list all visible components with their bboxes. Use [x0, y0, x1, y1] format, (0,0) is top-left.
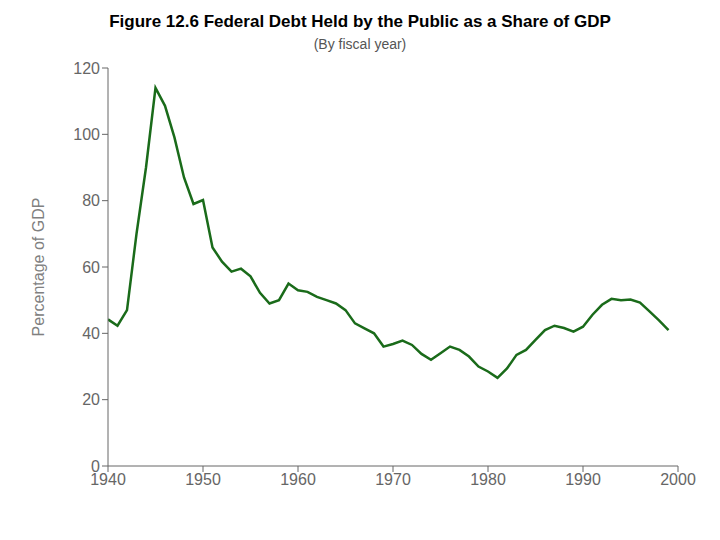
svg-text:80: 80: [82, 192, 100, 209]
svg-text:120: 120: [73, 60, 100, 77]
svg-text:1970: 1970: [375, 471, 411, 488]
svg-text:1960: 1960: [280, 471, 316, 488]
svg-text:1980: 1980: [470, 471, 506, 488]
svg-text:100: 100: [73, 126, 100, 143]
svg-text:20: 20: [82, 391, 100, 408]
svg-text:40: 40: [82, 325, 100, 342]
html-text:(By fiscal year): (By fiscal year): [313, 36, 407, 52]
svg-text:2000: 2000: [660, 471, 696, 488]
svg-text:0: 0: [91, 458, 100, 475]
svg-text:1990: 1990: [565, 471, 601, 488]
svg-text:1950: 1950: [185, 471, 221, 488]
svg-text:1940: 1940: [90, 471, 126, 489]
html-text:Figure 12.6 Federal Debt Held: Figure 12.6 Federal Debt Held by the Pub…: [109, 12, 611, 31]
svg-text:Percentage of GDP: Percentage of GDP: [30, 198, 47, 337]
svg-text:60: 60: [82, 259, 100, 276]
